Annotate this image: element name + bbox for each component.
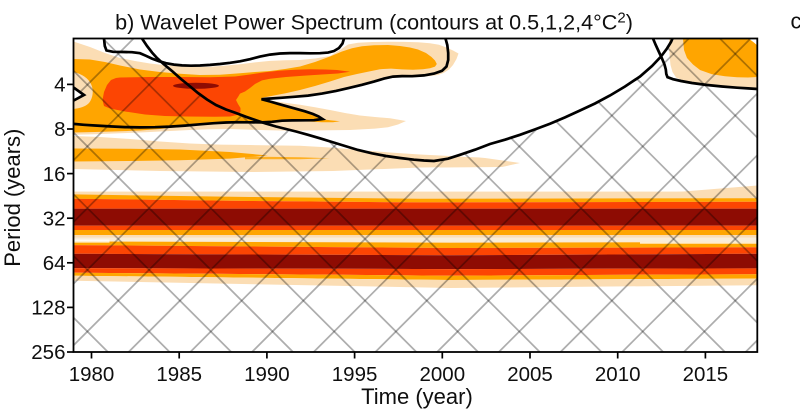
svg-text:64: 64 [43,252,66,275]
svg-text:1995: 1995 [332,363,378,386]
svg-text:16: 16 [43,163,66,186]
svg-text:1985: 1985 [156,363,202,386]
svg-text:32: 32 [43,207,66,230]
svg-text:4: 4 [54,74,65,97]
svg-text:2005: 2005 [507,363,553,386]
svg-text:1980: 1980 [69,363,115,386]
svg-text:256: 256 [31,341,65,364]
svg-text:Time (year): Time (year) [361,384,473,409]
svg-text:8: 8 [54,118,65,141]
svg-text:2015: 2015 [683,363,729,386]
svg-text:b) Wavelet Power Spectrum (con: b) Wavelet Power Spectrum (contours at 0… [115,10,633,35]
svg-text:Period (years): Period (years) [0,129,25,267]
svg-text:1990: 1990 [244,363,290,386]
svg-text:128: 128 [31,297,65,320]
svg-text:2000: 2000 [419,363,465,386]
svg-text:2010: 2010 [595,363,641,386]
svg-text:c: c [791,9,800,34]
